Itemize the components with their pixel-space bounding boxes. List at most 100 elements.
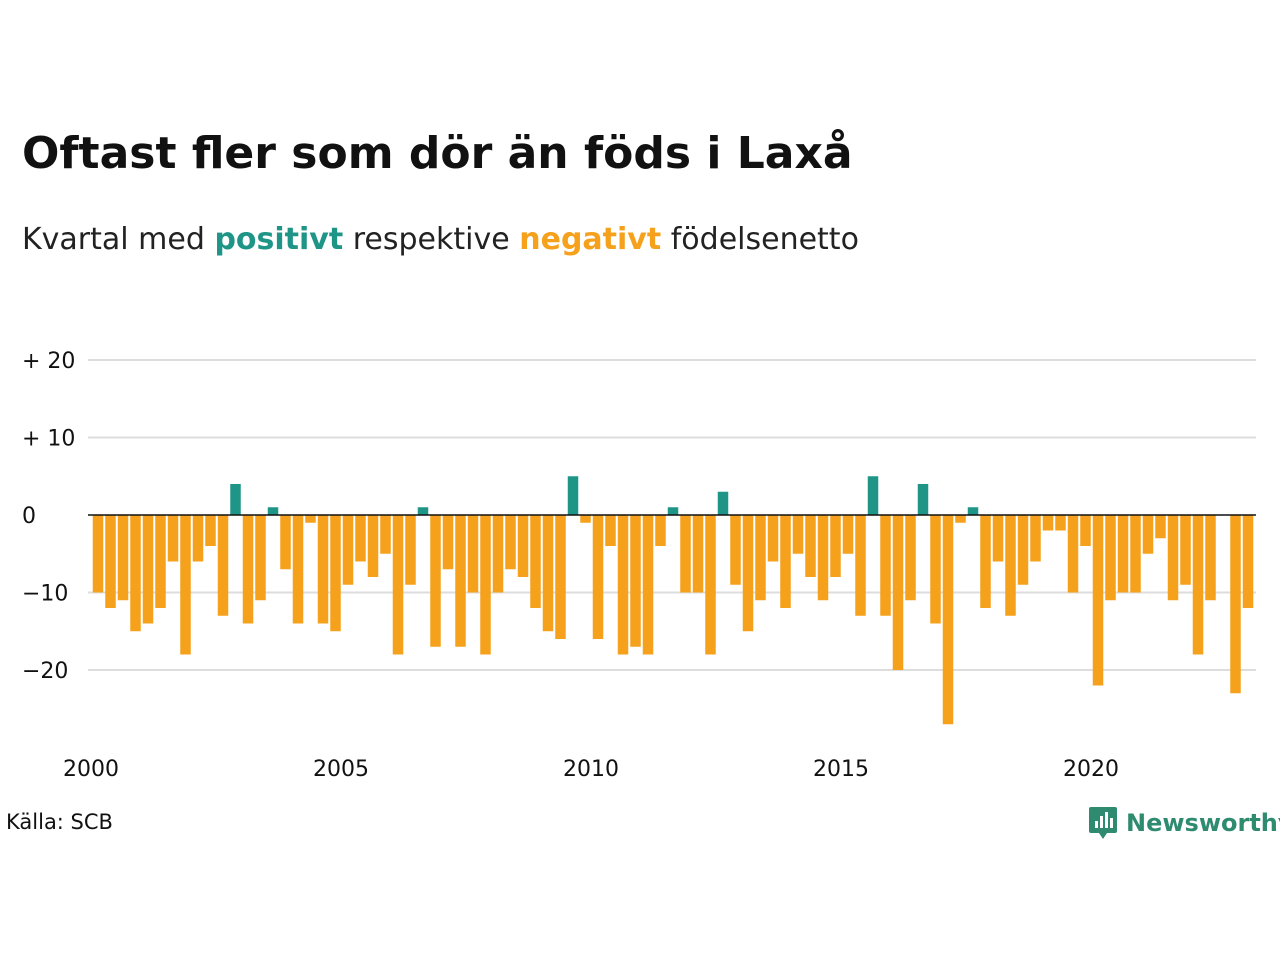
bar <box>592 515 604 639</box>
bar <box>1205 515 1216 601</box>
bar <box>605 515 616 546</box>
bar <box>1167 515 1179 601</box>
bar <box>942 515 954 725</box>
bar <box>980 515 991 608</box>
bar <box>92 515 104 593</box>
bar <box>717 491 729 515</box>
y-tick-label: −10 <box>22 582 68 607</box>
bar <box>167 515 179 562</box>
x-tick-label: 2005 <box>313 757 369 782</box>
bar <box>792 515 804 554</box>
bar <box>417 507 429 515</box>
bar <box>817 515 829 601</box>
bar <box>905 515 916 601</box>
bar <box>567 476 579 515</box>
bar <box>292 515 304 624</box>
bar <box>267 507 279 515</box>
bar <box>1092 515 1104 686</box>
bar <box>1192 515 1204 655</box>
bar <box>542 515 554 632</box>
bar <box>242 515 254 624</box>
bar <box>392 515 404 655</box>
bar <box>205 515 216 546</box>
bar <box>767 515 779 562</box>
bar <box>317 515 329 624</box>
bar <box>755 515 766 601</box>
bar <box>217 515 229 616</box>
chart-subtitle: Kvartal med positivt respektive negativt… <box>22 222 859 257</box>
bar <box>1017 515 1029 585</box>
brand: Newsworthy <box>1088 805 1280 841</box>
bar <box>1180 515 1191 585</box>
bar <box>180 515 191 655</box>
bar <box>1105 515 1116 601</box>
bar <box>1242 515 1254 608</box>
bar <box>667 507 679 515</box>
bar <box>1030 515 1041 562</box>
bar <box>842 515 854 554</box>
bar <box>780 515 791 608</box>
bar <box>530 515 541 608</box>
bar <box>105 515 116 608</box>
bar <box>617 515 629 655</box>
brand-name: Newsworthy <box>1126 809 1280 837</box>
bar <box>955 515 966 523</box>
bar <box>992 515 1004 562</box>
bar <box>517 515 529 577</box>
subtitle-positive-word: positivt <box>214 222 344 257</box>
bar <box>1117 515 1129 593</box>
bar <box>1230 515 1241 694</box>
bar <box>855 515 866 616</box>
bar <box>1055 515 1066 531</box>
subtitle-text-middle: respektive <box>352 222 510 257</box>
bar <box>930 515 941 624</box>
bar <box>455 515 466 647</box>
bar <box>342 515 354 585</box>
bar <box>1142 515 1154 554</box>
source-note: Källa: SCB <box>6 810 113 834</box>
bar <box>655 515 666 546</box>
bar <box>142 515 154 624</box>
bar <box>192 515 204 562</box>
chart-title: Oftast fler som dör än föds i Laxå <box>22 128 853 179</box>
bar <box>280 515 291 570</box>
bar <box>380 515 391 554</box>
bar <box>1155 515 1166 539</box>
bar <box>830 515 841 577</box>
y-tick-label: + 20 <box>22 349 75 374</box>
bar <box>730 515 741 585</box>
bar <box>442 515 454 570</box>
bar <box>130 515 141 632</box>
bar <box>630 515 641 647</box>
bar <box>580 515 591 523</box>
newsworthy-logo-icon <box>1089 807 1117 839</box>
bar <box>880 515 891 616</box>
bar <box>742 515 754 632</box>
bar <box>692 515 704 593</box>
bar <box>967 507 979 515</box>
bar <box>430 515 441 647</box>
bar <box>467 515 479 593</box>
bar <box>892 515 904 670</box>
y-tick-label: + 10 <box>22 427 75 452</box>
bar <box>642 515 654 655</box>
bar <box>1042 515 1054 531</box>
bar <box>1067 515 1079 593</box>
bar <box>405 515 416 585</box>
y-tick-label: −20 <box>22 659 68 684</box>
bar <box>505 515 516 570</box>
bar <box>1130 515 1141 593</box>
x-tick-label: 2015 <box>813 757 869 782</box>
bar <box>480 515 491 655</box>
subtitle-negative-word: negativt <box>519 222 662 257</box>
bar <box>1080 515 1091 546</box>
bar <box>330 515 341 632</box>
bar <box>255 515 266 601</box>
bar <box>117 515 129 601</box>
bar <box>555 515 566 639</box>
bar <box>155 515 166 608</box>
bar <box>805 515 816 577</box>
y-tick-label: 0 <box>22 504 36 529</box>
bar <box>680 515 691 593</box>
